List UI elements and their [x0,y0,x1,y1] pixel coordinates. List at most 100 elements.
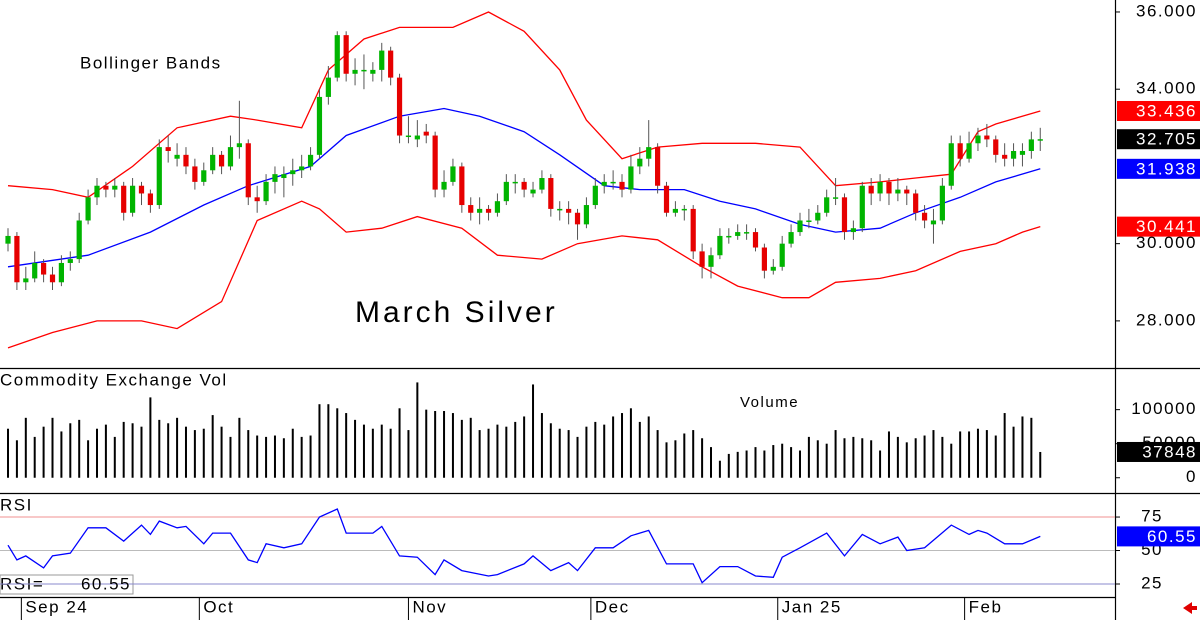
candle-body [512,181,518,184]
candle-body [192,166,198,182]
volume-bar [905,442,908,478]
volume-bar [976,428,979,478]
volume-bar [60,431,63,478]
candle-body [708,255,714,267]
volume-bar [629,408,632,478]
candle-body [966,143,972,159]
volume-bar [523,416,526,478]
candle-body [779,243,785,267]
volume-bar [95,428,98,478]
volume-bar [816,440,819,478]
volume-bar [852,436,855,478]
candle-body [352,69,358,74]
volume-bar [825,443,828,478]
candle-body [5,235,11,244]
candle-body [628,166,634,190]
value-tag-label: 32.705 [1136,130,1197,149]
value-tag [1117,100,1200,121]
volume-bar [282,438,285,478]
x-tick-label: Oct [203,597,234,616]
volume-bar [950,443,953,478]
volume-bar [265,436,268,478]
candle-body [494,201,501,213]
candle-body [868,185,874,194]
candle-body [770,266,776,271]
candle-body [886,181,892,194]
volume-bar [256,435,259,478]
volume-bar [7,428,10,478]
y-tick-label: 0 [1186,467,1197,486]
candle-body [183,154,189,167]
candle-body [1010,150,1017,159]
candle-body [699,251,705,267]
candle-body [307,154,314,167]
candle-body [67,259,73,263]
x-tick-label: Nov [412,597,447,616]
candle-body [832,197,839,199]
candle-body [610,181,616,184]
x-tick-label: Sep 24 [25,597,88,616]
candle-body [343,35,349,74]
candle-body [637,158,643,167]
panel-label: Volume [740,394,799,411]
volume-bar [932,430,935,478]
volume-bar [941,436,944,478]
volume-bar [1021,416,1024,478]
candle-body [930,220,937,225]
volume-bar [451,413,454,478]
volume-bar [416,382,419,478]
candle-body [263,181,269,202]
volume-bar [176,417,179,478]
candle-body [334,35,340,78]
volume-bar [781,443,784,478]
value-tag [1117,158,1200,179]
volume-bar [460,419,463,478]
candle-body [388,50,394,78]
y-tick-label: 34.000 [1136,79,1197,98]
volume-bar [131,423,134,478]
candle-body [423,131,429,136]
candle-body [165,147,171,151]
panel-title: Commodity Exchange Vol [0,370,228,389]
candle-body [672,208,679,213]
candle-body [726,235,732,238]
volume-bar [638,421,641,478]
volume-bar [772,445,775,478]
candle-body [254,197,260,202]
volume-bar [612,416,615,478]
candle-body [201,170,207,182]
volume-bar [1030,417,1033,478]
volume-bar [701,438,704,478]
volume-bar [1003,413,1006,478]
candle-body [405,135,412,138]
candle-body [121,185,127,213]
candle-body [566,208,572,213]
candle-body [993,139,999,155]
volume-bar [300,436,303,478]
volume-bar [718,460,721,478]
rsi-box-value: 60.55 [81,574,131,593]
candle-body [957,143,963,159]
volume-bar [985,430,988,478]
volume-bar [380,424,383,478]
candle-body [432,135,438,190]
candle-body [103,185,109,190]
volume-bar [914,438,917,478]
volume-bar [425,409,428,478]
candle-body [921,212,928,221]
candle-body [396,77,403,136]
band-line [7,200,1041,349]
candle-body [299,166,305,171]
volume-bar [202,428,205,478]
candle-body [717,235,723,256]
candle-body [85,197,91,221]
volume-bar [354,419,357,478]
volume-bar [887,431,890,478]
candle-body [761,247,767,271]
volume-bar [273,435,276,478]
volume-bar [754,447,757,478]
candle-body [1019,150,1026,155]
candle-body [58,262,65,283]
scroll-arrow[interactable] [1183,602,1197,614]
volume-bar [621,413,624,478]
